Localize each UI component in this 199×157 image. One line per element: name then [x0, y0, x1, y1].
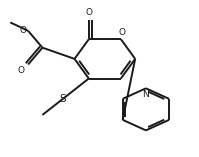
Text: S: S [60, 94, 66, 104]
Text: N: N [142, 90, 149, 99]
Text: O: O [18, 66, 25, 75]
Text: O: O [118, 28, 125, 37]
Text: O: O [85, 8, 92, 17]
Text: O: O [19, 26, 26, 35]
